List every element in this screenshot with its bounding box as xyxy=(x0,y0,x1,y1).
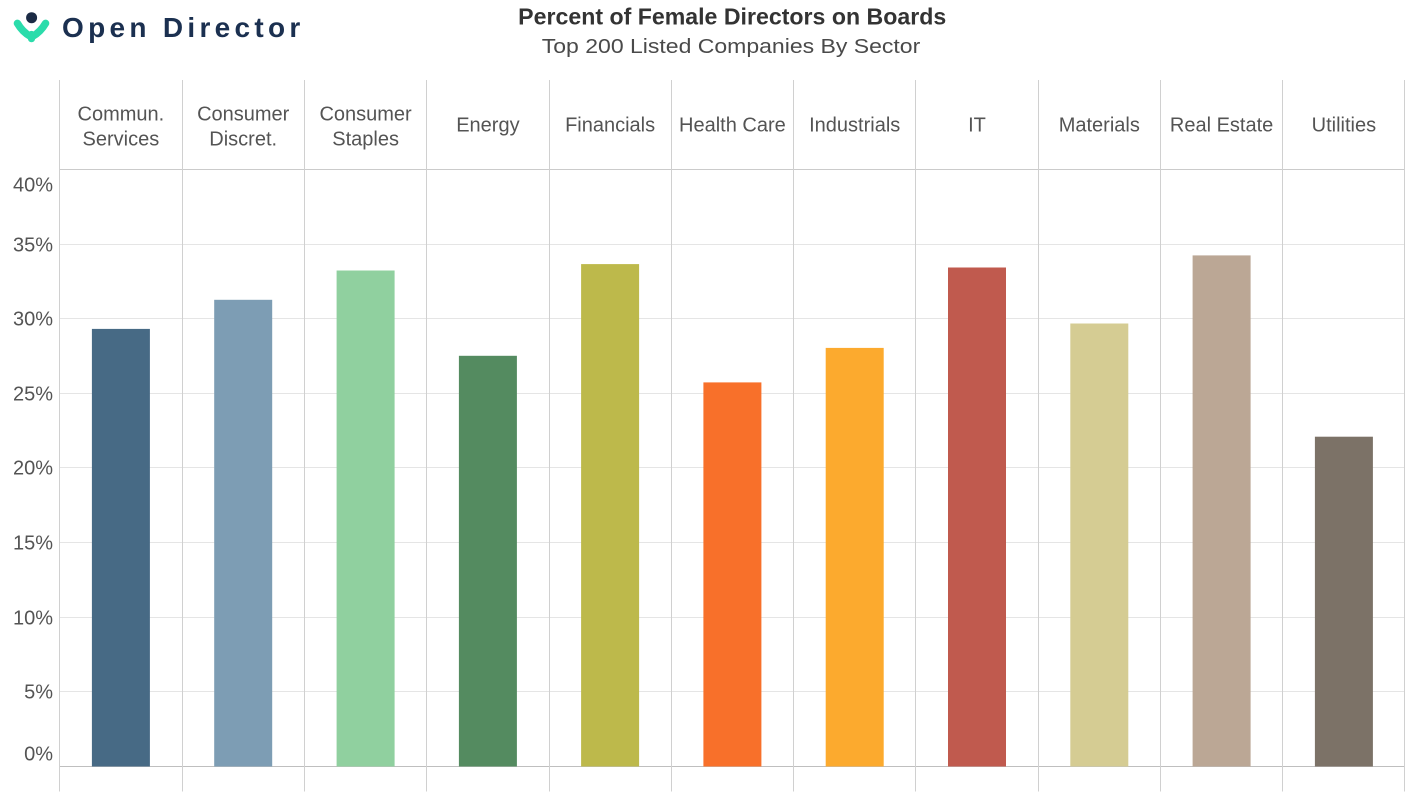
svg-text:Consumer: Consumer xyxy=(197,104,290,126)
svg-text:Commun.: Commun. xyxy=(78,104,165,126)
svg-text:Materials: Materials xyxy=(1059,115,1140,137)
svg-text:35%: 35% xyxy=(13,235,53,257)
svg-text:Services: Services xyxy=(83,129,160,151)
svg-text:Energy: Energy xyxy=(456,115,519,137)
svg-text:Staples: Staples xyxy=(332,129,399,151)
svg-text:Industrials: Industrials xyxy=(809,115,900,137)
svg-text:10%: 10% xyxy=(13,608,53,630)
svg-text:25%: 25% xyxy=(13,384,53,406)
svg-text:Top 200 Listed Companies By Se: Top 200 Listed Companies By Sector xyxy=(542,36,921,58)
svg-text:Discret.: Discret. xyxy=(209,129,277,151)
svg-text:0%: 0% xyxy=(24,743,53,765)
svg-text:Percent of Female Directors on: Percent of Female Directors on Boards xyxy=(518,4,946,30)
svg-text:Open Director: Open Director xyxy=(62,12,305,43)
svg-text:5%: 5% xyxy=(24,682,53,704)
svg-text:Health Care: Health Care xyxy=(679,115,786,137)
svg-text:20%: 20% xyxy=(13,458,53,480)
svg-text:30%: 30% xyxy=(13,309,53,331)
svg-text:Real Estate: Real Estate xyxy=(1170,115,1273,137)
svg-text:Consumer: Consumer xyxy=(319,104,412,126)
svg-text:Financials: Financials xyxy=(565,115,655,137)
svg-text:Utilities: Utilities xyxy=(1312,115,1376,137)
svg-text:IT: IT xyxy=(968,115,986,137)
svg-text:15%: 15% xyxy=(13,533,53,555)
svg-text:40%: 40% xyxy=(13,174,53,196)
